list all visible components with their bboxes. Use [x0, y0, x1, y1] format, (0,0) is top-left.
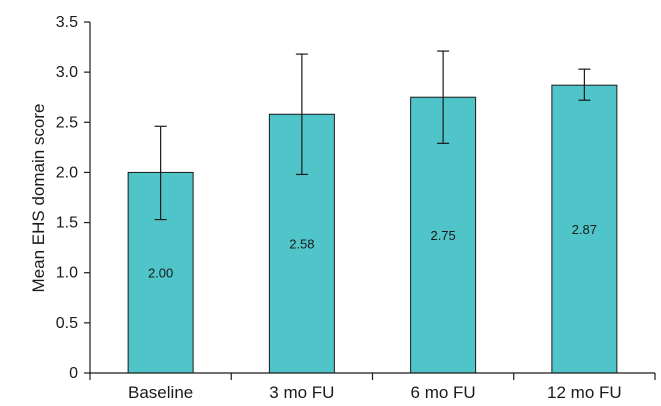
data-label: 2.00: [148, 266, 173, 281]
error-bars-layer: [154, 50, 591, 221]
y-tick-label: 2.5: [56, 114, 78, 131]
y-axis-title: Mean EHS domain score: [29, 104, 48, 293]
bar: [551, 84, 618, 374]
x-tick-label: 6 mo FU: [411, 383, 476, 402]
data-label: 2.75: [430, 228, 455, 243]
y-tick-label: 1.5: [56, 215, 78, 232]
axes-layer: [84, 21, 656, 380]
y-tick-label: 1.0: [56, 265, 78, 282]
y-tick-label: 0.5: [56, 315, 78, 332]
data-label: 2.58: [289, 237, 314, 252]
labels-layer: 2.00 2.58 2.75 2.87 0 0.5 1.0 1.5 2.0 2.5 3.0 3.5 Ba…: [56, 14, 622, 402]
y-tick-label: 2.0: [56, 164, 78, 181]
bars-layer: [127, 84, 618, 374]
y-tick-label: 3.5: [56, 14, 78, 31]
x-tick-label: 12 mo FU: [547, 383, 622, 402]
y-tick-label: 0: [69, 365, 78, 382]
x-tick-label: Baseline: [128, 383, 193, 402]
y-tick-label: 3.0: [56, 64, 78, 81]
data-label: 2.87: [572, 222, 597, 237]
x-tick-label: 3 mo FU: [269, 383, 334, 402]
